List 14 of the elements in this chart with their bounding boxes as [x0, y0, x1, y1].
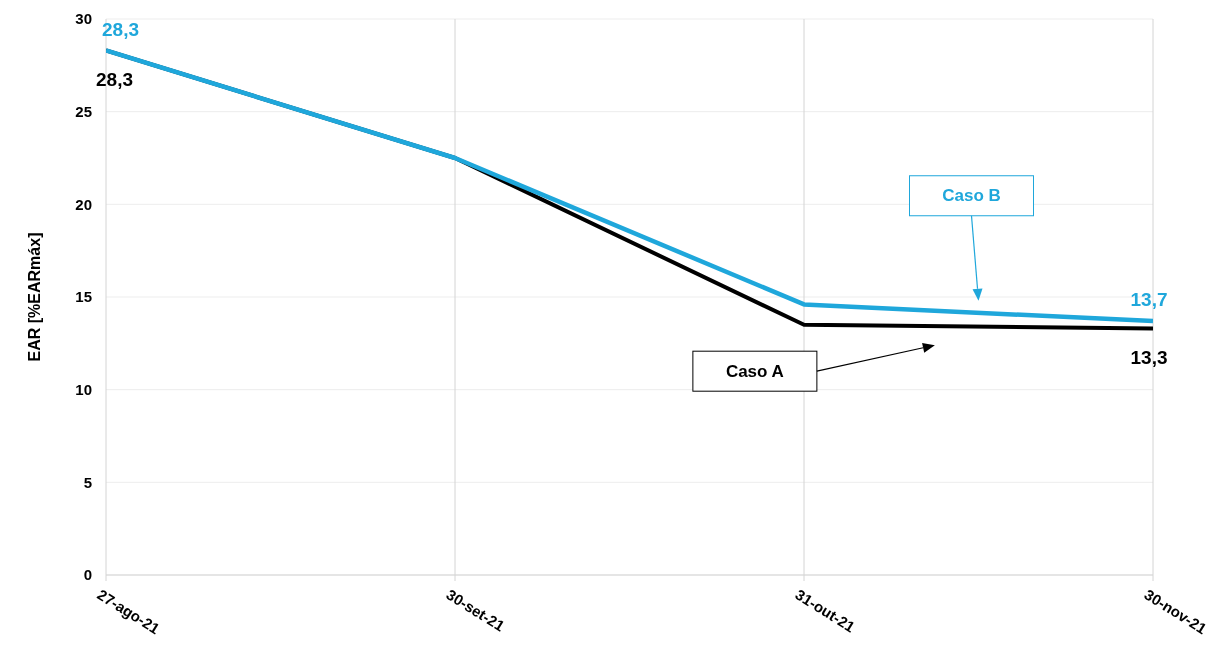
y-tick-label: 15	[75, 288, 92, 306]
y-tick-label: 25	[75, 102, 92, 120]
data-label: 13,7	[1130, 289, 1168, 311]
y-tick-label: 0	[83, 566, 92, 584]
text: Caso A	[725, 361, 784, 381]
data-label: 28,3	[102, 18, 139, 40]
data-label: 13,3	[1130, 347, 1168, 369]
y-tick-label: 5	[83, 473, 92, 491]
text: Caso B	[942, 186, 1001, 206]
y-axis-title: EAR [%EARmáx]	[25, 232, 43, 362]
y-tick-label: 20	[75, 195, 92, 213]
y-tick-label: 30	[75, 10, 92, 28]
data-label: 28,3	[96, 69, 133, 91]
y-tick-label: 10	[75, 380, 92, 398]
